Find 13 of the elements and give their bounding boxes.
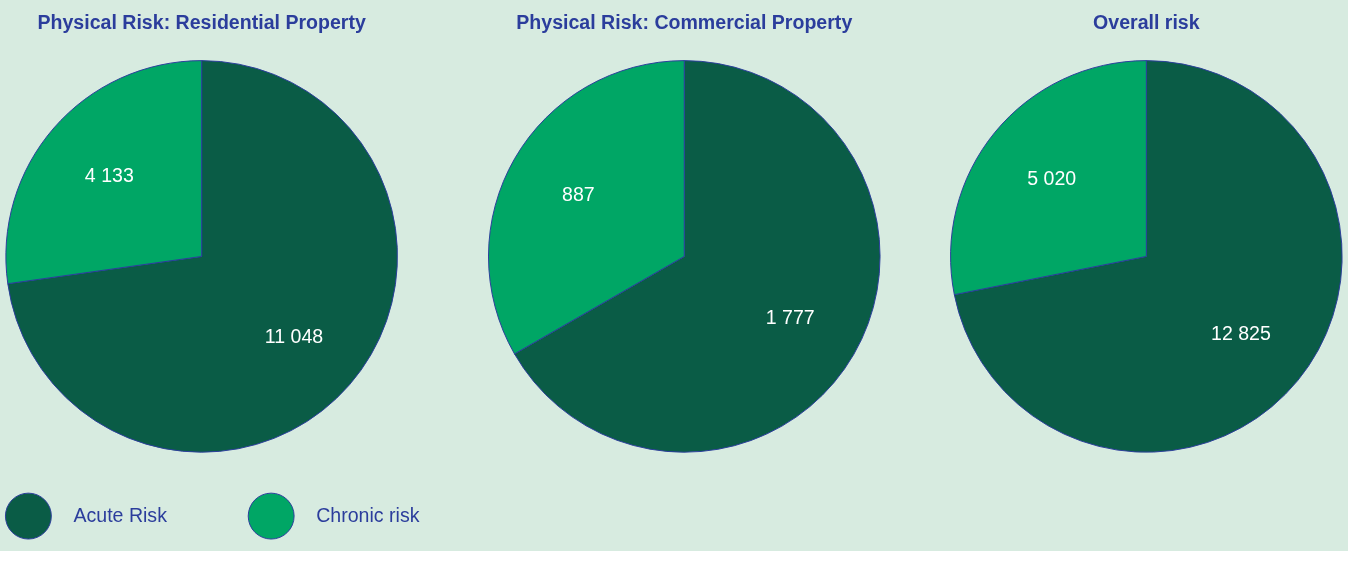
chart-title: Physical Risk: Residential Property bbox=[37, 11, 366, 34]
pie-slice bbox=[953, 60, 1343, 453]
data-label: 11 048 bbox=[264, 324, 324, 347]
data-label: 4 133 bbox=[84, 164, 134, 187]
data-label: 12 825 bbox=[1211, 321, 1271, 344]
pie-slice bbox=[7, 60, 398, 453]
legend-label: Chronic risk bbox=[316, 503, 420, 526]
chart-title: Overall risk bbox=[1093, 11, 1200, 34]
data-label: 5 020 bbox=[1027, 166, 1077, 189]
data-label: 1 777 bbox=[765, 305, 815, 328]
chart-title: Physical Risk: Commercial Property bbox=[516, 11, 853, 34]
data-label: 887 bbox=[562, 182, 595, 205]
legend-label: Acute Risk bbox=[73, 503, 168, 526]
